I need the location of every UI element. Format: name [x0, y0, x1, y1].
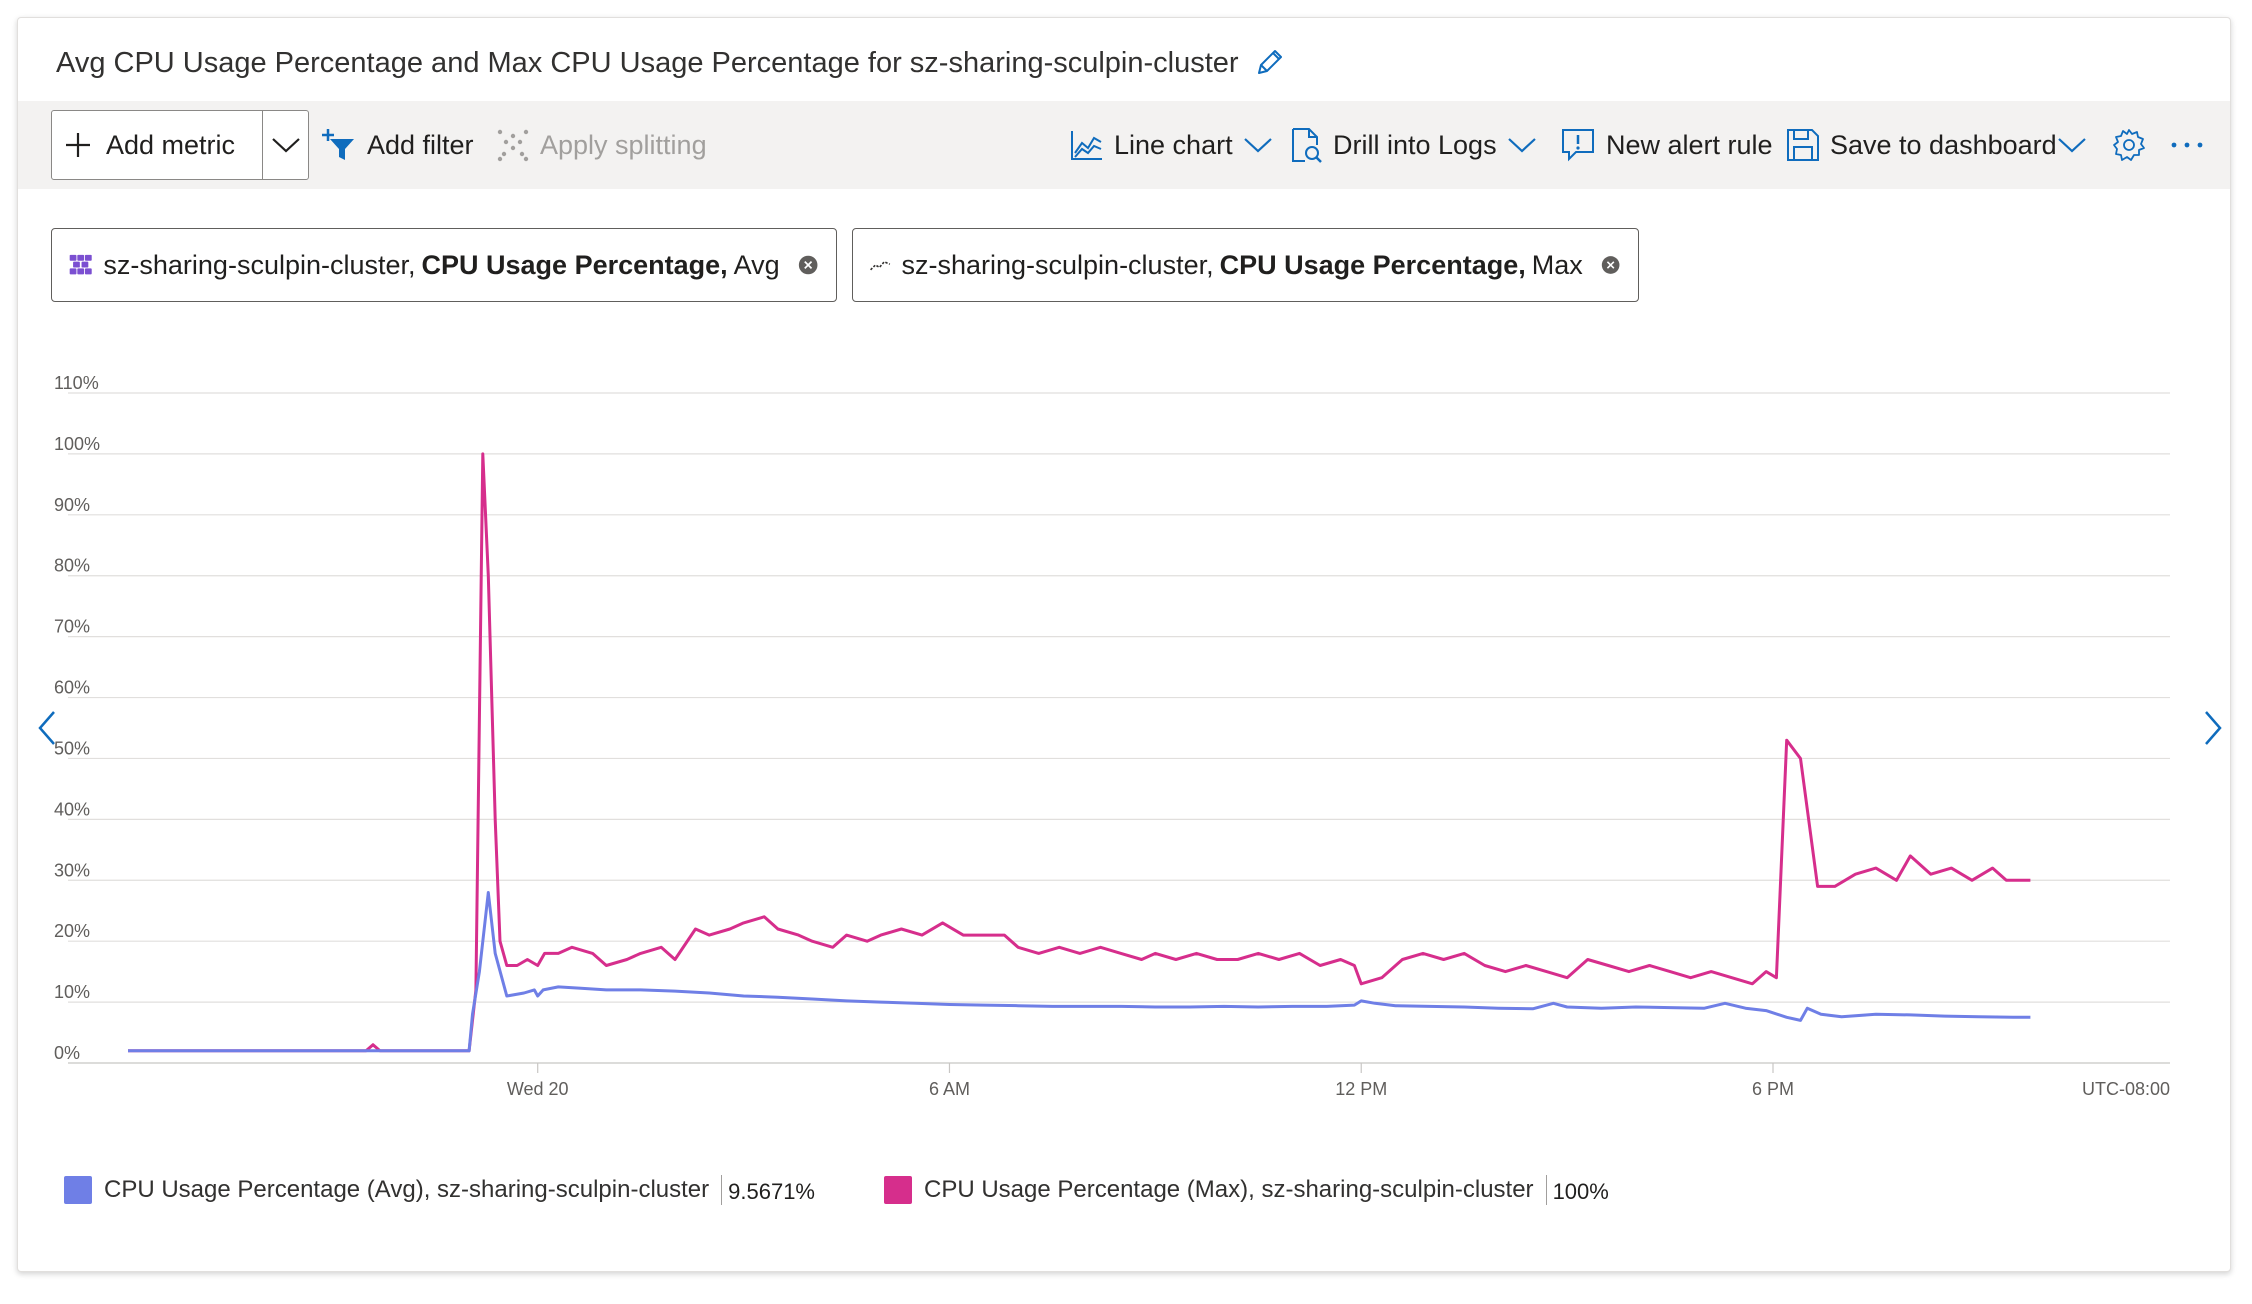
new-alert-rule-label: New alert rule [1606, 129, 1773, 160]
pill-resource: sz-sharing-sculpin-cluster, [103, 249, 416, 280]
drill-into-logs-button[interactable]: Drill into Logs [1289, 101, 1537, 189]
logs-search-icon [1292, 128, 1322, 163]
add-metric-split-button[interactable]: Add metric [51, 110, 309, 180]
y-tick-label: 100% [54, 434, 100, 454]
chart-title-row: Avg CPU Usage Percentage and Max CPU Usa… [56, 38, 1287, 88]
plus-icon [66, 133, 90, 157]
chevron-down-icon [271, 138, 300, 153]
pill-aggregation: Max [1531, 249, 1583, 280]
metric-pill-max[interactable]: sz-sharing-sculpin-cluster, CPU Usage Pe… [852, 228, 1639, 302]
legend-label: CPU Usage Percentage (Max), sz-sharing-s… [924, 1176, 1534, 1203]
legend-item-avg[interactable]: CPU Usage Percentage (Avg), sz-sharing-s… [64, 1168, 815, 1212]
pencil-edit-icon[interactable] [1251, 45, 1287, 81]
x-tick-label: 12 PM [1335, 1079, 1387, 1099]
y-tick-label: 70% [54, 617, 90, 637]
series-line-max [128, 452, 2031, 1053]
alert-icon [1562, 129, 1594, 162]
y-tick-label: 0% [54, 1043, 80, 1063]
legend-divider [1545, 1175, 1547, 1205]
pill-aggregation: Avg [733, 249, 780, 280]
add-filter-label: Add filter [367, 129, 474, 160]
y-tick-label: 20% [54, 921, 90, 941]
save-icon [1787, 129, 1819, 161]
line-chart-icon [1071, 131, 1102, 160]
remove-metric-icon[interactable] [798, 253, 818, 277]
y-tick-label: 10% [54, 982, 90, 1002]
more-ellipsis-icon [2171, 142, 2203, 148]
metric-pill-avg[interactable]: sz-sharing-sculpin-cluster, CPU Usage Pe… [51, 228, 837, 302]
chart-toolbar: Add metric Add filter Apply splitting [18, 101, 2230, 189]
remove-metric-icon[interactable] [1601, 253, 1620, 277]
pill-metric: CPU Usage Percentage, [1219, 249, 1526, 280]
legend-swatch-max [884, 1176, 912, 1204]
x-tick-label: 6 PM [1752, 1079, 1794, 1099]
add-metric-button[interactable]: Add metric [52, 111, 263, 179]
chevron-left-icon[interactable] [32, 706, 62, 750]
pill-metric: CPU Usage Percentage, [421, 249, 728, 280]
y-tick-label: 90% [54, 495, 90, 515]
filter-add-icon [322, 129, 354, 160]
pill-resource: sz-sharing-sculpin-cluster, [901, 249, 1214, 280]
save-to-dashboard-button[interactable]: Save to dashboard [1786, 101, 2087, 189]
chart-settings-button[interactable] [2112, 101, 2146, 189]
y-tick-label: 80% [54, 556, 90, 576]
series-line-avg [128, 891, 2031, 1053]
cpu-usage-line-chart: 0% 10% 20% 30% 40% 50% 60% 70% 80% 90% 100% 110% Wed… [54, 373, 2170, 1099]
chevron-right-icon[interactable] [2198, 706, 2228, 750]
legend-label: CPU Usage Percentage (Avg), sz-sharing-s… [104, 1176, 710, 1203]
legend-swatch-avg [64, 1176, 92, 1204]
y-tick-label: 30% [54, 860, 90, 880]
save-to-dashboard-label: Save to dashboard [1830, 129, 2057, 160]
apply-splitting-label: Apply splitting [540, 129, 707, 160]
gear-icon [2113, 129, 2145, 161]
chevron-down-icon [2057, 138, 2086, 153]
new-alert-rule-button[interactable]: New alert rule [1560, 101, 1773, 189]
apply-splitting-button[interactable]: Apply splitting [496, 101, 707, 189]
y-tick-label: 40% [54, 799, 90, 819]
line-chart-label: Line chart [1114, 129, 1233, 160]
line-metric-icon [870, 260, 891, 271]
legend-value: 100% [1552, 1179, 1609, 1204]
x-tick-label: Wed 20 [507, 1079, 569, 1099]
y-tick-label: 60% [54, 678, 90, 698]
y-tick-label: 110% [54, 373, 99, 393]
line-chart-button[interactable]: Line chart [1070, 101, 1273, 189]
add-metric-label: Add metric [106, 129, 236, 160]
more-options-button[interactable] [2170, 101, 2204, 189]
timezone-label: UTC-08:00 [2082, 1079, 2170, 1099]
metrics-chart-card: Avg CPU Usage Percentage and Max CPU Usa… [17, 17, 2231, 1272]
add-filter-button[interactable]: Add filter [321, 101, 474, 189]
splitting-icon [497, 129, 529, 162]
x-tick-label: 6 AM [929, 1079, 970, 1099]
y-tick-label: 50% [54, 738, 90, 758]
chevron-down-icon [1243, 138, 1272, 153]
legend-divider [721, 1175, 723, 1205]
chevron-down-icon [1507, 138, 1536, 153]
drill-into-logs-label: Drill into Logs [1333, 129, 1497, 160]
add-metric-dropdown[interactable] [263, 111, 308, 179]
legend-item-max[interactable]: CPU Usage Percentage (Max), sz-sharing-s… [884, 1168, 1609, 1212]
chart-title: Avg CPU Usage Percentage and Max CPU Usa… [56, 46, 1239, 79]
legend-value: 9.5671% [728, 1179, 815, 1204]
aks-cluster-icon [69, 254, 92, 275]
